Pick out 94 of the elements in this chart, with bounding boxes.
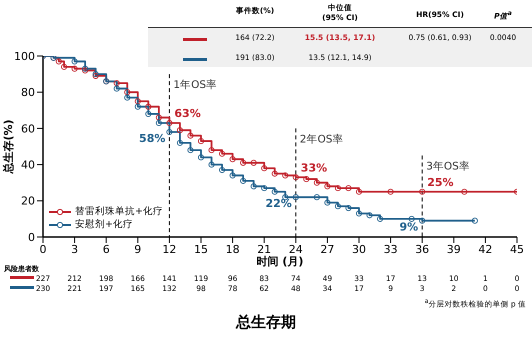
point — [282, 172, 288, 179]
point — [408, 216, 415, 222]
ref-line-label: 1年OS率 — [173, 78, 218, 92]
x-tick-label: 45 — [510, 242, 524, 256]
point — [124, 94, 130, 101]
point — [219, 150, 226, 157]
x-tick-label: 0 — [40, 242, 46, 256]
y-axis-title: 总生存(%) — [2, 119, 15, 175]
point — [240, 178, 246, 184]
point — [250, 160, 257, 166]
point — [156, 114, 162, 121]
point — [114, 80, 120, 86]
point — [176, 127, 183, 134]
point — [156, 120, 162, 126]
x-tick-label: 15 — [194, 242, 208, 256]
point — [166, 120, 172, 126]
point — [292, 194, 299, 200]
point — [314, 180, 320, 186]
point — [72, 58, 78, 64]
point — [324, 200, 330, 206]
point — [272, 188, 278, 195]
x-tick-label: 36 — [415, 242, 430, 256]
annotation: 22% — [265, 197, 292, 210]
x-tick-label: 39 — [446, 242, 461, 256]
x-axis-title: 时间 (月) — [256, 254, 304, 269]
point — [61, 64, 68, 70]
x-tick-label: 33 — [384, 242, 398, 256]
point — [261, 185, 268, 192]
point — [230, 172, 236, 179]
point — [419, 188, 426, 195]
point — [366, 212, 373, 218]
point — [292, 174, 299, 180]
point — [187, 132, 194, 139]
point — [198, 154, 204, 160]
y-tick-label: 80 — [21, 86, 35, 100]
point — [124, 89, 130, 96]
x-tick-label: 30 — [352, 242, 366, 256]
point — [208, 162, 215, 168]
point — [334, 185, 341, 192]
point — [145, 104, 152, 110]
point — [461, 188, 468, 195]
point — [303, 176, 310, 182]
point — [198, 138, 204, 144]
x-tick-label: 6 — [102, 242, 110, 256]
point — [134, 104, 141, 110]
annotation: 25% — [427, 176, 454, 189]
x-tick-label: 12 — [162, 242, 176, 256]
point — [187, 147, 194, 154]
y-tick-label: 20 — [21, 194, 35, 208]
point — [324, 183, 330, 190]
y-tick-label: 0 — [28, 230, 35, 244]
annotation: 58% — [139, 132, 166, 146]
annotation: 9% — [400, 220, 418, 234]
point — [134, 98, 141, 104]
annotation: 33% — [300, 161, 328, 174]
x-tick-label: 3 — [71, 242, 78, 256]
point — [272, 170, 278, 177]
y-tick-label: 100 — [14, 50, 35, 63]
point — [114, 86, 120, 92]
point — [56, 58, 62, 64]
point — [230, 156, 236, 162]
x-tick-label: 9 — [134, 242, 142, 256]
point — [219, 166, 226, 174]
point — [472, 218, 478, 224]
y-tick-label: 40 — [21, 158, 35, 172]
point — [345, 204, 352, 212]
point — [240, 160, 246, 166]
legend-label: 安慰剂+化疗 — [75, 218, 133, 231]
x-tick-label: 27 — [320, 242, 334, 256]
annotation: 63% — [174, 106, 201, 120]
point — [377, 216, 384, 222]
point — [166, 128, 172, 136]
point — [176, 140, 183, 146]
point — [356, 188, 362, 195]
legend-label: 替雷利珠单抗+化疗 — [75, 205, 163, 218]
point — [261, 165, 268, 172]
text: 总生存期 — [234, 313, 297, 332]
y-tick-label: 60 — [21, 122, 35, 136]
point — [419, 218, 426, 224]
point — [72, 66, 78, 72]
point — [314, 194, 320, 200]
point — [356, 210, 362, 217]
x-tick-label: 24 — [288, 242, 303, 256]
x-tick-label: 18 — [226, 242, 240, 256]
point — [208, 147, 215, 154]
point — [250, 183, 257, 190]
point — [388, 188, 394, 195]
ref-line-label: 2年OS率 — [300, 132, 344, 146]
ref-line-label: 3年OS率 — [426, 160, 470, 173]
point — [145, 110, 152, 117]
point — [334, 203, 341, 210]
point — [345, 185, 352, 192]
x-tick-label: 21 — [257, 242, 272, 256]
x-tick-label: 42 — [478, 242, 492, 256]
